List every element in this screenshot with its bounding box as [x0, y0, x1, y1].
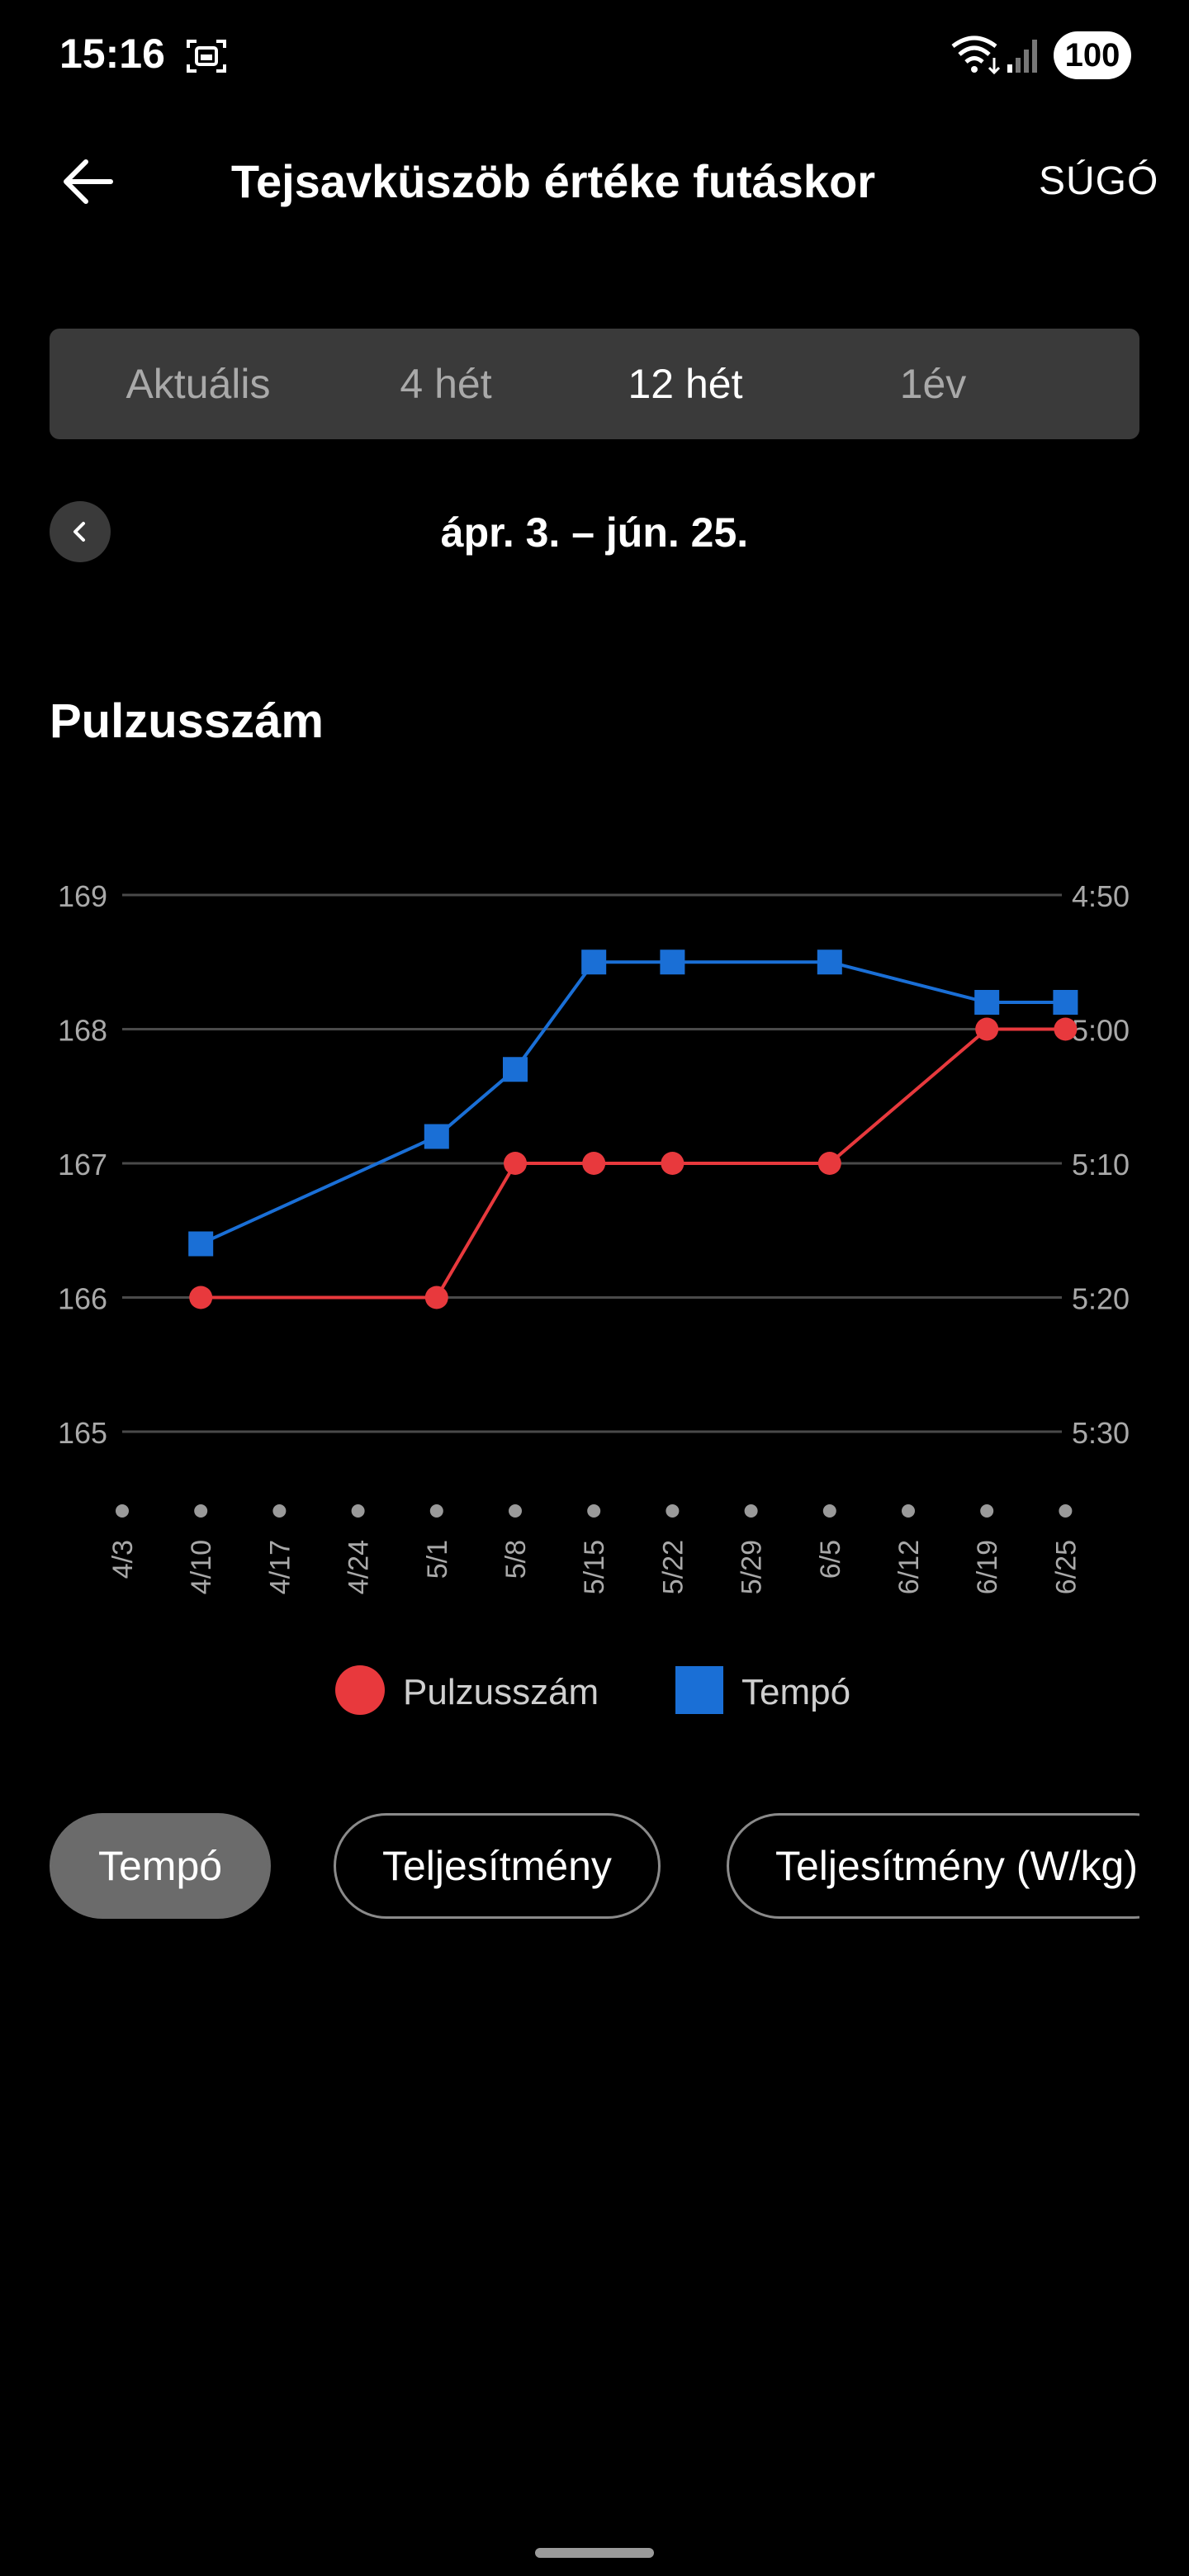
x-tick-dot — [1059, 1504, 1073, 1518]
x-tick-dot — [587, 1504, 601, 1518]
date-range-label: ápr. 3. – jún. 25. — [440, 509, 749, 556]
back-arrow-icon[interactable] — [58, 152, 117, 211]
help-button[interactable]: SÚGÓ — [1039, 159, 1159, 203]
x-tick-label: 6/5 — [815, 1540, 846, 1579]
x-tick-dot — [509, 1504, 522, 1518]
y-right-tick-label: 5:30 — [1072, 1416, 1130, 1450]
x-tick-label: 5/29 — [737, 1540, 768, 1594]
heart-rate-point — [661, 1152, 685, 1175]
y-right-tick-label: 5:00 — [1072, 1014, 1130, 1048]
heart-rate-point — [504, 1152, 527, 1175]
x-tick-label: 6/25 — [1050, 1540, 1082, 1594]
pace-line — [200, 960, 1066, 1246]
pace-point — [424, 1124, 449, 1149]
pace-point — [974, 990, 1000, 1015]
x-tick-dot — [902, 1504, 915, 1518]
legend-heart-rate-label: Pulzusszám — [403, 1672, 599, 1712]
x-tick-label: 6/19 — [972, 1540, 1003, 1594]
x-tick-dot — [822, 1504, 836, 1518]
y-left-tick-label: 169 — [58, 879, 107, 913]
page-title: Tejsavküszöb értéke futáskor — [230, 155, 876, 207]
y-left-tick-label: 168 — [58, 1014, 107, 1048]
previous-period-button[interactable] — [50, 501, 111, 562]
heart-rate-point — [189, 1286, 213, 1309]
section-title: Pulzusszám — [50, 694, 324, 748]
pace-point — [1053, 990, 1078, 1015]
x-tick-label: 4/17 — [264, 1540, 296, 1594]
pace-point — [817, 949, 842, 975]
metric-chips: Tempó Teljesítmény Teljesítmény (W/kg) — [50, 1813, 1139, 1922]
heart-rate-point — [424, 1286, 448, 1309]
x-tick-dot — [980, 1504, 994, 1518]
x-tick-dot — [116, 1504, 129, 1518]
heart-rate-point — [817, 1152, 841, 1175]
y-right-tick-label: 5:10 — [1072, 1148, 1130, 1181]
home-indicator[interactable] — [535, 2548, 654, 2558]
x-tick-dot — [272, 1504, 287, 1518]
x-tick-label: 5/15 — [579, 1540, 610, 1594]
x-tick-label: 5/1 — [422, 1540, 453, 1579]
battery-indicator: 100 — [1054, 31, 1131, 79]
x-tick-label: 4/24 — [343, 1540, 375, 1594]
chip-pace[interactable]: Tempó — [50, 1813, 272, 1919]
y-right-tick-label: 5:20 — [1072, 1282, 1130, 1316]
status-time: 15:16 — [59, 31, 165, 77]
x-tick-label: 5/22 — [657, 1540, 689, 1594]
heart-rate-pace-chart: 169 4:50 168 5:00 167 5:10 166 5:20 165 5:30 4/3 4/… — [58, 879, 1130, 1594]
heart-rate-line — [201, 1027, 1066, 1300]
pace-point — [503, 1057, 528, 1082]
period-tabs: Aktuális 4 hét 12 hét 1év — [50, 329, 1139, 439]
x-tick-label: 4/3 — [107, 1540, 139, 1579]
x-tick-dot — [744, 1504, 758, 1518]
chip-power[interactable]: Teljesítmény — [334, 1813, 661, 1919]
x-tick-dot — [666, 1504, 680, 1518]
tab-12-weeks[interactable]: 12 hét — [628, 361, 743, 407]
y-left-tick-label: 167 — [58, 1148, 107, 1181]
x-tick-dot — [429, 1504, 443, 1518]
legend-pace-label: Tempó — [741, 1672, 851, 1712]
heart-rate-point — [975, 1017, 999, 1041]
x-tick-dot — [351, 1504, 365, 1518]
tab-current[interactable]: Aktuális — [126, 361, 271, 407]
pace-point — [581, 949, 607, 975]
chevron-left-icon — [73, 522, 85, 542]
x-tick-label: 4/10 — [186, 1540, 217, 1594]
x-tick-dot — [194, 1504, 208, 1518]
x-tick-label: 6/12 — [893, 1540, 925, 1594]
tab-4-weeks[interactable]: 4 hét — [400, 361, 492, 407]
legend-heart-rate-marker — [335, 1665, 385, 1715]
x-tick-label: 5/8 — [500, 1540, 532, 1579]
y-left-tick-label: 165 — [58, 1416, 107, 1450]
wifi-icon — [951, 36, 1001, 75]
pace-point — [660, 949, 685, 975]
tab-1-year[interactable]: 1év — [899, 361, 967, 407]
pace-point — [188, 1231, 214, 1257]
heart-rate-point — [1054, 1017, 1078, 1041]
signal-icon — [1007, 40, 1037, 73]
heart-rate-point — [582, 1152, 606, 1175]
legend-pace-marker — [675, 1666, 723, 1714]
screenshot-icon — [187, 40, 226, 73]
chip-power-per-kg[interactable]: Teljesítmény (W/kg) — [727, 1813, 1139, 1919]
y-left-tick-label: 166 — [58, 1282, 107, 1316]
y-right-tick-label: 4:50 — [1072, 879, 1130, 913]
